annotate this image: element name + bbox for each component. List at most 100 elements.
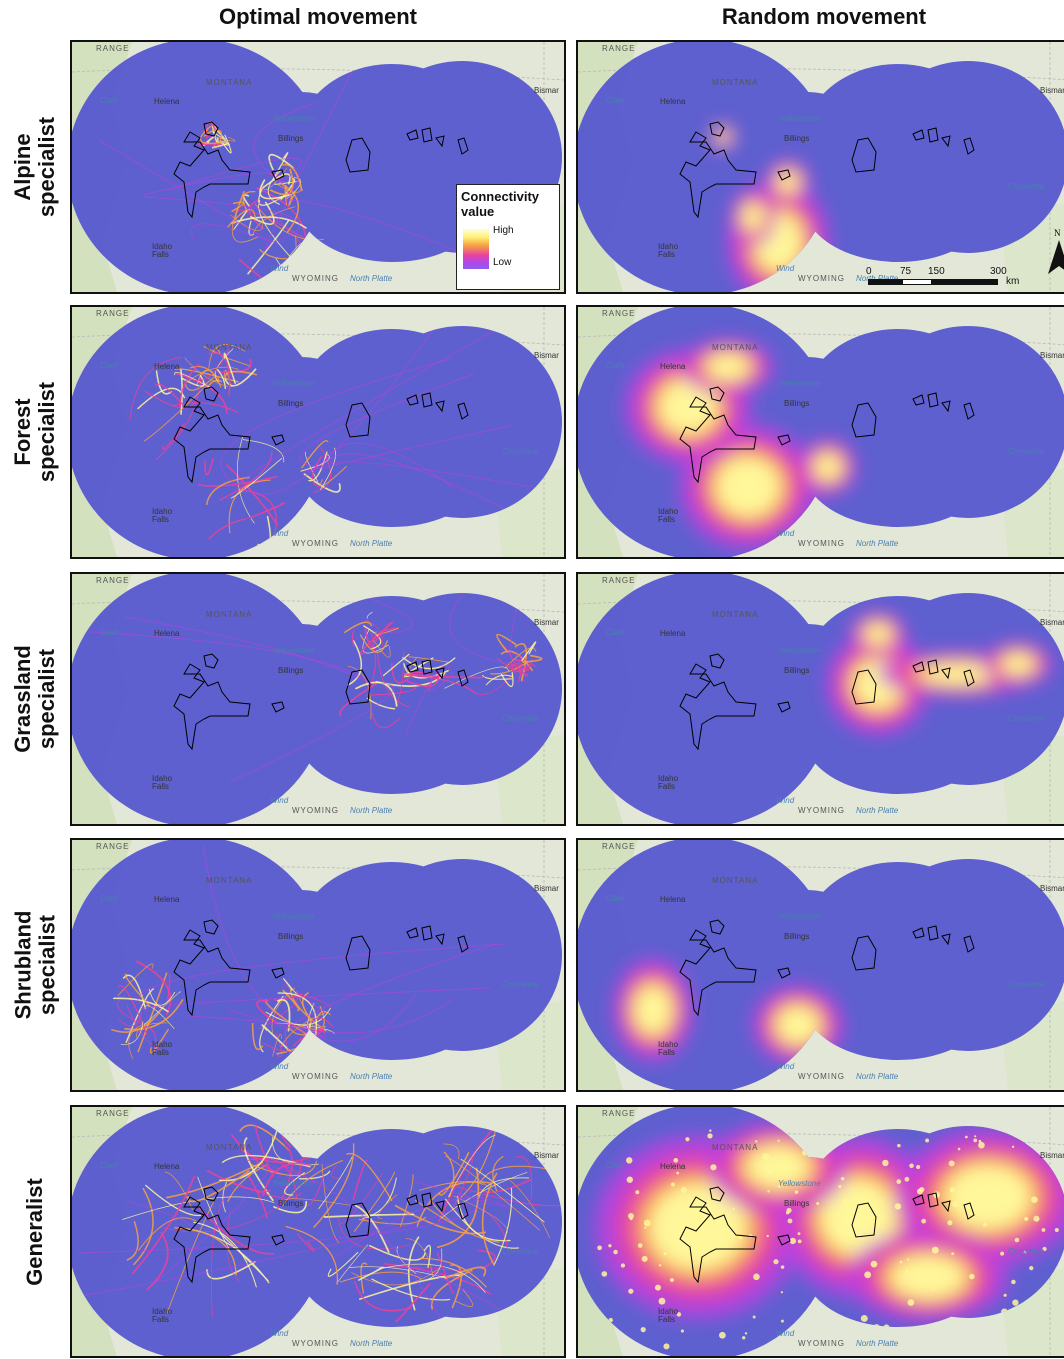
map-label-montana: MONTANA: [206, 343, 253, 352]
map-label-wind: Wind: [776, 529, 795, 538]
map-label-wind: Wind: [270, 529, 289, 538]
map-label-cheyenne: Cheyenne: [502, 1247, 539, 1256]
map-label-cheyenne: Cheyenne: [502, 980, 539, 989]
map-label-idaho-falls-2: Falls: [152, 515, 169, 524]
map-label-bismarck: Bismar: [534, 884, 559, 893]
map-label-range: RANGE: [96, 44, 130, 53]
scale-unit: km: [1006, 276, 1020, 287]
map-label-idaho-falls-1: Idaho: [658, 1040, 679, 1049]
map-label-yellowstone: Yellowstone: [778, 1179, 821, 1188]
legend-high-label: High: [493, 225, 514, 236]
map-label-range: RANGE: [602, 309, 636, 318]
map-label-clark: Clark: [100, 96, 119, 105]
map-label-range: RANGE: [96, 842, 130, 851]
map-label-north-platte: North Platte: [856, 274, 898, 283]
connectivity-map: [578, 574, 1064, 824]
map-label-wyoming: WYOMING: [292, 1339, 339, 1348]
north-arrow-icon: N: [1046, 228, 1064, 278]
map-label-montana: MONTANA: [206, 610, 253, 619]
map-label-clark: Clark: [606, 96, 625, 105]
map-label-bismarck: Bismar: [1040, 86, 1064, 95]
map-label-wind: Wind: [270, 264, 289, 273]
map-label-clark: Clark: [606, 628, 625, 637]
map-label-range: RANGE: [602, 842, 636, 851]
map-label-montana: MONTANA: [206, 78, 253, 87]
map-label-montana: MONTANA: [712, 1143, 759, 1152]
connectivity-map: [578, 1107, 1064, 1356]
connectivity-map: [578, 307, 1064, 557]
map-label-billings: Billings: [784, 399, 810, 408]
map-label-billings: Billings: [278, 399, 304, 408]
map-label-cheyenne: Cheyenne: [1008, 1247, 1045, 1256]
map-label-range: RANGE: [96, 576, 130, 585]
map-label-wyoming: WYOMING: [292, 806, 339, 815]
map-label-idaho-falls-2: Falls: [152, 1048, 169, 1057]
row-label-alpine: Alpine specialist: [10, 116, 59, 218]
map-label-wyoming: WYOMING: [798, 806, 845, 815]
scale-tick: 0: [866, 266, 872, 277]
map-label-idaho-falls-2: Falls: [658, 1315, 675, 1324]
map-label-wind: Wind: [776, 264, 795, 273]
connectivity-map: [578, 42, 1064, 292]
map-label-clark: Clark: [606, 894, 625, 903]
map-label-idaho-falls-2: Falls: [152, 1315, 169, 1324]
map-label-helena: Helena: [154, 895, 180, 904]
connectivity-map: [578, 840, 1064, 1090]
map-label-north-platte: North Platte: [856, 1072, 899, 1081]
map-label-yellowstone: Yellowstone: [272, 379, 315, 388]
map-label-wind: Wind: [270, 1329, 289, 1338]
map-label-cheyenne: Cheyenne: [502, 447, 539, 456]
map-label-wyoming: WYOMING: [798, 1072, 845, 1081]
map-label-range: RANGE: [602, 1109, 636, 1118]
row-label-forest: Forest specialist: [10, 381, 59, 483]
map-panel-generalist-optimal: RANGE MONTANA Helena Billings Bismar Yellowst…: [70, 1105, 566, 1358]
map-label-wind: Wind: [776, 1329, 795, 1338]
map-label-bismarck: Bismar: [1040, 884, 1064, 893]
map-label-yellowstone: Yellowstone: [272, 1179, 315, 1188]
map-panel-forest-optimal: RANGE MONTANA Helena Billings Bismar Yellowst…: [70, 305, 566, 559]
connectivity-map: [72, 1107, 564, 1356]
map-label-north-platte: North Platte: [350, 1339, 393, 1348]
map-label-yellowstone: Yellowstone: [272, 114, 315, 123]
map-label-clark: Clark: [100, 361, 119, 370]
map-label-clark: Clark: [100, 1161, 119, 1170]
map-label-range: RANGE: [602, 44, 636, 53]
map-label-range: RANGE: [96, 309, 130, 318]
map-label-bismarck: Bismar: [1040, 618, 1064, 627]
map-label-clark: Clark: [606, 361, 625, 370]
map-label-montana: MONTANA: [712, 610, 759, 619]
map-label-range: RANGE: [602, 576, 636, 585]
map-label-montana: MONTANA: [206, 876, 253, 885]
map-label-idaho-falls-1: Idaho: [152, 242, 173, 251]
connectivity-map: [72, 840, 564, 1090]
map-label-billings: Billings: [278, 1199, 304, 1208]
map-label-yellowstone: Yellowstone: [778, 646, 821, 655]
map-label-north-platte: North Platte: [856, 1339, 899, 1348]
map-label-idaho-falls-1: Idaho: [152, 1040, 173, 1049]
map-label-bismarck: Bismar: [1040, 351, 1064, 360]
map-label-idaho-falls-1: Idaho: [658, 242, 679, 251]
map-label-montana: MONTANA: [712, 876, 759, 885]
map-label-north-platte: North Platte: [856, 806, 899, 815]
map-label-helena: Helena: [154, 97, 180, 106]
map-label-idaho-falls-1: Idaho: [658, 507, 679, 516]
map-label-yellowstone: Yellowstone: [778, 379, 821, 388]
map-label-north-platte: North Platte: [350, 539, 393, 548]
map-label-clark: Clark: [606, 1161, 625, 1170]
map-label-billings: Billings: [278, 134, 304, 143]
north-label: N: [1054, 228, 1061, 238]
map-label-wyoming: WYOMING: [292, 274, 339, 283]
map-label-wind: Wind: [270, 796, 289, 805]
scale-bar: 0 75 150 300 km: [866, 266, 1064, 292]
map-label-helena: Helena: [660, 629, 686, 638]
row-label-generalist: Generalist: [22, 1178, 48, 1286]
map-panel-forest-random: RANGE MONTANA Helena Billings Bismar Yellowst…: [576, 305, 1064, 559]
map-label-idaho-falls-2: Falls: [658, 250, 675, 259]
map-label-idaho-falls-1: Idaho: [152, 1307, 173, 1316]
map-label-idaho-falls-2: Falls: [152, 250, 169, 259]
map-label-montana: MONTANA: [712, 343, 759, 352]
map-label-north-platte: North Platte: [856, 539, 899, 548]
map-label-yellowstone: Yellowstone: [778, 912, 821, 921]
map-label-north-platte: North Platte: [350, 274, 393, 283]
map-label-cheyenne: Cheyenne: [1008, 182, 1045, 191]
